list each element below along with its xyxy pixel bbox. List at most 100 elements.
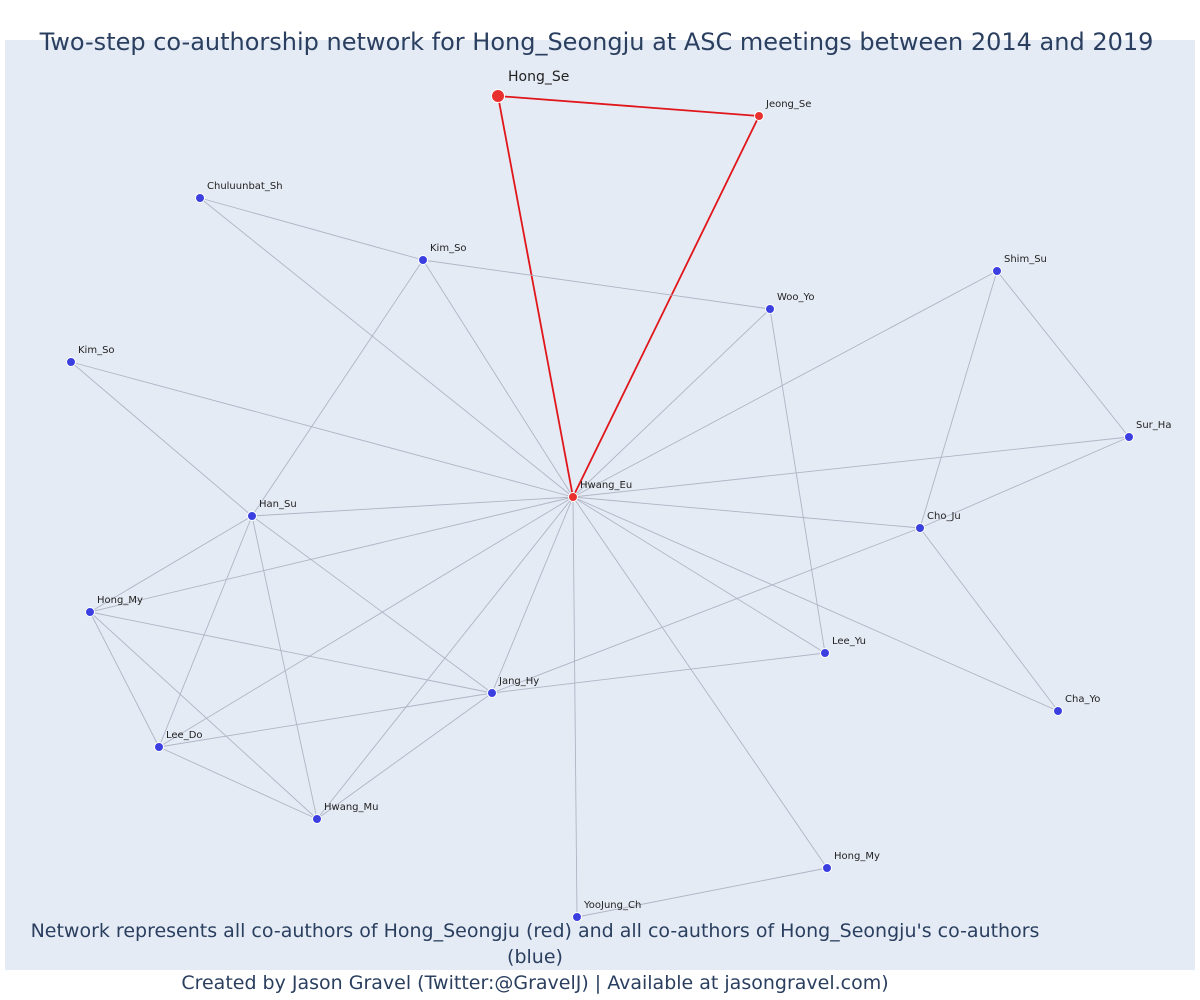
edge-jeong_se-hwang_eu <box>572 115 760 498</box>
node-marker[interactable] <box>765 304 775 314</box>
edge-sur_ha-cho_ju <box>919 436 1130 529</box>
node-kim_so_1[interactable]: Kim_So <box>418 243 467 265</box>
edge-cho_ju-jang_hy <box>491 527 921 694</box>
node-label: Hong_Se <box>508 69 569 85</box>
node-sur_ha[interactable]: Sur_Ha <box>1124 420 1172 442</box>
node-cha_yo[interactable]: Cha_Yo <box>1053 694 1101 716</box>
node-marker[interactable] <box>572 912 582 922</box>
edge-han_su-hwang_mu <box>251 515 318 820</box>
node-marker[interactable] <box>820 648 830 658</box>
node-label: Hwang_Eu <box>580 480 632 491</box>
edge-han_su-lee_do <box>158 515 253 748</box>
node-label: Jang_Hy <box>498 676 539 687</box>
node-yoojung_ch[interactable]: YooJung_Ch <box>572 900 642 922</box>
caption-line-2: Created by Jason Gravel (Twitter:@Gravel… <box>181 972 889 994</box>
node-label: Sur_Ha <box>1136 420 1171 431</box>
edge-hong_my_2-yoojung_ch <box>576 867 828 918</box>
node-marker[interactable] <box>1053 706 1063 716</box>
node-jeong_se[interactable]: Jeong_Se <box>754 99 812 121</box>
edge-hwang_eu-cha_yo <box>572 496 1059 712</box>
edge-hwang_eu-jang_hy <box>491 496 574 694</box>
node-jang_hy[interactable]: Jang_Hy <box>487 676 540 698</box>
node-label: Woo_Yo <box>777 292 814 303</box>
node-marker[interactable] <box>822 863 832 873</box>
node-marker[interactable] <box>487 688 497 698</box>
node-marker[interactable] <box>992 266 1002 276</box>
node-marker[interactable] <box>85 607 95 617</box>
edge-hwang_eu-hong_my_1 <box>89 496 574 613</box>
caption-line-1: Network represents all co-authors of Hon… <box>30 920 1040 968</box>
edge-hong_my_1-jang_hy <box>89 611 493 694</box>
edge-hwang_eu-cho_ju <box>572 496 921 529</box>
node-label: Jeong_Se <box>765 99 811 110</box>
edge-kim_so_2-han_su <box>70 361 253 517</box>
edge-hong_se-hwang_eu <box>497 95 574 498</box>
edge-hwang_eu-woo_yo <box>572 308 771 498</box>
edge-hwang_eu-kim_so_1 <box>422 259 574 498</box>
node-label: Chuluunbat_Sh <box>207 181 283 192</box>
node-marker[interactable] <box>915 523 925 533</box>
node-hong_my_1[interactable]: Hong_My <box>85 595 143 617</box>
node-label: Kim_So <box>78 345 115 356</box>
node-marker[interactable] <box>312 814 322 824</box>
edge-hwang_eu-kim_so_2 <box>70 361 574 498</box>
node-han_su[interactable]: Han_Su <box>247 499 297 521</box>
edge-hong_my_1-hwang_mu <box>89 611 318 820</box>
node-marker[interactable] <box>195 193 205 203</box>
node-label: Cho_Ju <box>927 511 961 522</box>
edge-lee_do-hwang_mu <box>158 746 318 820</box>
edges-layer <box>70 95 1130 918</box>
node-hong_my_2[interactable]: Hong_My <box>822 851 880 873</box>
node-label: Han_Su <box>259 499 297 510</box>
node-marker[interactable] <box>1124 432 1134 442</box>
node-marker[interactable] <box>754 111 764 121</box>
edge-hwang_eu-lee_yu <box>572 496 826 654</box>
caption: Network represents all co-authors of Hon… <box>0 918 1070 996</box>
edge-hwang_eu-sur_ha <box>572 436 1130 498</box>
edge-hwang_eu-lee_do <box>158 496 574 748</box>
node-hong_se[interactable]: Hong_Se <box>491 69 570 103</box>
edge-jang_hy-lee_yu <box>491 652 826 694</box>
node-label: Hong_My <box>834 851 880 862</box>
node-label: Lee_Yu <box>832 636 866 647</box>
edge-chuluunbat_sh-kim_so_1 <box>199 197 424 261</box>
node-label: Cha_Yo <box>1065 694 1100 705</box>
node-marker[interactable] <box>418 255 428 265</box>
node-hwang_eu[interactable]: Hwang_Eu <box>568 480 633 502</box>
node-marker[interactable] <box>66 357 76 367</box>
node-label: Lee_Do <box>166 730 203 741</box>
node-chuluunbat_sh[interactable]: Chuluunbat_Sh <box>195 181 283 203</box>
edge-hwang_eu-hong_my_2 <box>572 496 828 869</box>
edge-han_su-hong_my_1 <box>89 515 253 613</box>
node-marker[interactable] <box>154 742 164 752</box>
edge-shim_su-cho_ju <box>919 270 998 529</box>
edge-han_su-jang_hy <box>251 515 493 694</box>
edge-woo_yo-lee_yu <box>769 308 826 654</box>
node-label: Kim_So <box>430 243 467 254</box>
edge-hong_se-jeong_se <box>497 95 760 117</box>
edge-kim_so_1-woo_yo <box>422 259 771 310</box>
edge-jang_hy-hwang_mu <box>316 692 493 820</box>
node-label: Shim_Su <box>1004 254 1047 265</box>
node-cho_ju[interactable]: Cho_Ju <box>915 511 961 533</box>
node-shim_su[interactable]: Shim_Su <box>992 254 1047 276</box>
edge-hwang_eu-yoojung_ch <box>572 496 578 918</box>
nodes-layer: Hong_Se Jeong_Se Hwang_Eu Chuluunbat_Sh Kim_… <box>66 69 1172 922</box>
node-lee_do[interactable]: Lee_Do <box>154 730 203 752</box>
node-label: YooJung_Ch <box>583 900 641 911</box>
node-lee_yu[interactable]: Lee_Yu <box>820 636 867 658</box>
node-label: Hwang_Mu <box>324 802 378 813</box>
edge-cho_ju-cha_yo <box>919 527 1059 712</box>
node-marker[interactable] <box>247 511 257 521</box>
edge-jang_hy-lee_do <box>158 692 493 748</box>
edge-hwang_eu-chuluunbat_sh <box>199 197 574 498</box>
node-woo_yo[interactable]: Woo_Yo <box>765 292 815 314</box>
node-marker[interactable] <box>568 492 578 502</box>
edge-hwang_eu-han_su <box>251 496 574 517</box>
diagram-title: Two-step co-authorship network for Hong_… <box>39 28 1154 56</box>
edge-hong_my_1-lee_do <box>89 611 160 748</box>
node-kim_so_2[interactable]: Kim_So <box>66 345 115 367</box>
node-marker[interactable] <box>491 89 505 103</box>
node-hwang_mu[interactable]: Hwang_Mu <box>312 802 379 824</box>
